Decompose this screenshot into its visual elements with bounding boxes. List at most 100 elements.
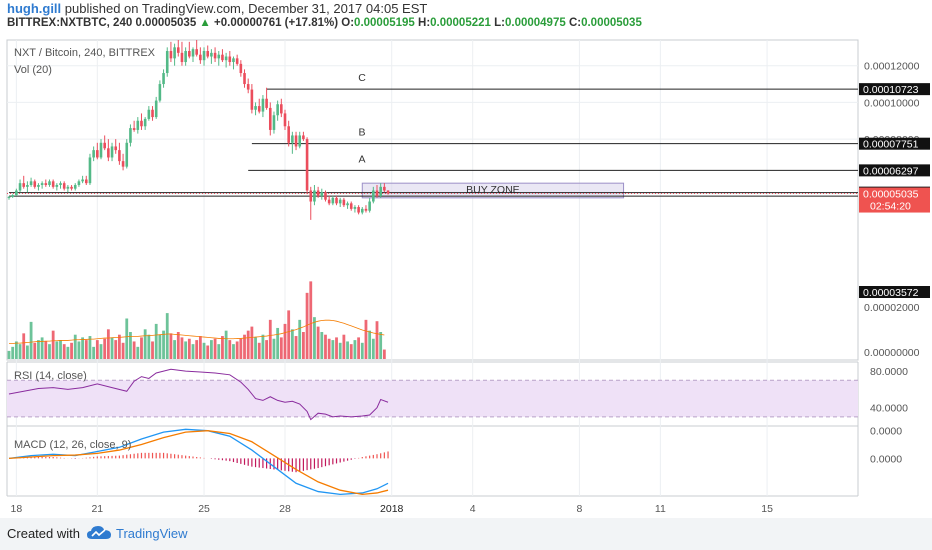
- volume-bar: [62, 344, 66, 359]
- candle-body: [15, 190, 18, 196]
- volume-bar: [184, 341, 188, 359]
- volume-bar: [371, 338, 375, 359]
- volume-bar: [221, 336, 224, 359]
- last-price: 0.00005035: [135, 17, 197, 29]
- candle-body: [114, 146, 118, 151]
- tradingview-cloud-icon: [87, 526, 111, 539]
- candle-body: [217, 54, 221, 59]
- candle-body: [232, 58, 235, 63]
- candle-body: [291, 135, 294, 143]
- volume-bar: [18, 344, 22, 359]
- candle-body: [103, 142, 106, 149]
- candle-body: [154, 100, 158, 118]
- high-value: 0.00005221: [430, 17, 491, 29]
- level-label: A: [358, 153, 365, 165]
- candle-body: [99, 142, 103, 158]
- trading-chart[interactable]: 1821252820184811150.000120000.000100000.…: [0, 0, 932, 518]
- tradingview-link[interactable]: TradingView: [116, 526, 188, 541]
- volume-bar: [283, 323, 287, 359]
- candle-body: [221, 54, 224, 61]
- x-tick-label: 25: [198, 503, 210, 515]
- volume-bar: [77, 341, 81, 359]
- volume-bar: [114, 340, 118, 359]
- candle-body: [375, 190, 379, 197]
- close-value: 0.00005035: [581, 17, 642, 29]
- candle-body: [243, 73, 246, 85]
- level-price-tag: [859, 83, 930, 96]
- candle-body: [379, 186, 382, 197]
- candle-body: [265, 98, 268, 108]
- volume-bar: [279, 337, 283, 359]
- volume-bar: [11, 346, 15, 359]
- candle-body: [18, 183, 22, 191]
- macd-tick-label: 0.0000: [870, 453, 902, 465]
- volume-bar: [70, 342, 73, 359]
- candle-body: [213, 52, 217, 59]
- candle-body: [125, 142, 129, 167]
- x-tick-label: 21: [91, 503, 103, 515]
- volume-bar: [309, 281, 313, 359]
- volume-bar: [37, 340, 40, 359]
- volume-bar: [7, 350, 11, 359]
- volume-bar: [26, 345, 29, 359]
- volume-bar: [176, 332, 180, 359]
- volume-bar: [305, 292, 309, 359]
- candle-body: [59, 183, 62, 186]
- volume-bar: [250, 326, 254, 359]
- volume-bar: [287, 310, 291, 359]
- candle-body: [143, 118, 147, 127]
- volume-bar: [59, 340, 62, 359]
- volume-bar: [298, 319, 302, 359]
- volume-tick-label: 0.00002000: [864, 302, 920, 314]
- volume-bar: [110, 337, 114, 359]
- open-label: O:: [341, 17, 355, 29]
- candle-body: [188, 51, 191, 57]
- created-with-label: Created with: [7, 526, 80, 541]
- level-label: B: [358, 127, 365, 139]
- x-tick-label: 11: [655, 503, 666, 515]
- volume-bar: [368, 330, 372, 359]
- candle-body: [37, 185, 40, 187]
- candle-body: [386, 190, 390, 194]
- candle-body: [346, 203, 349, 206]
- x-tick-label: 8: [576, 503, 582, 515]
- candle-body: [96, 150, 99, 158]
- symbol-header: BITTREX:NXTBTC, 240 0.00005035 ▲ +0.0000…: [7, 17, 642, 29]
- volume-bar: [51, 330, 55, 359]
- volume-bar: [375, 321, 379, 359]
- level-price-text: 0.00010723: [863, 84, 919, 96]
- candle-body: [305, 139, 309, 191]
- volume-bar: [257, 342, 261, 359]
- candle-body: [272, 115, 276, 130]
- rsi-line: [8, 368, 389, 421]
- volume-bar: [313, 317, 316, 359]
- volume-bar: [84, 340, 88, 359]
- volume-bar: [81, 337, 84, 359]
- volume-bar: [44, 341, 48, 359]
- candle-body: [84, 179, 88, 184]
- current-price-text: 0.00005035: [863, 189, 919, 201]
- volume-bar: [140, 337, 143, 359]
- volume-bar: [106, 329, 110, 359]
- volume-bar: [187, 338, 191, 359]
- candle-body: [383, 186, 386, 191]
- volume-bar: [92, 346, 96, 359]
- price-change: +0.00000761 (+17.81%): [214, 17, 339, 29]
- level-label: C: [358, 72, 366, 84]
- candle-body: [33, 181, 37, 187]
- volume-bar: [165, 313, 169, 359]
- candle-body: [22, 183, 26, 187]
- volume-tick-label: 0.00000000: [864, 347, 920, 359]
- rsi-legend: RSI (14, close): [14, 370, 87, 382]
- volume-bar: [338, 342, 342, 359]
- candle-body: [257, 106, 261, 112]
- candle-body: [129, 128, 132, 143]
- candle-body: [66, 186, 70, 189]
- chart-title: NXT / Bitcoin, 240, BITTREX: [14, 47, 156, 59]
- candle-body: [77, 181, 81, 186]
- candle-body: [70, 186, 73, 189]
- author-link[interactable]: hugh.gill: [7, 1, 62, 16]
- low-price-text: 0.00003572: [863, 287, 919, 299]
- level-price-text: 0.00006297: [863, 165, 919, 177]
- candle-body: [353, 207, 357, 209]
